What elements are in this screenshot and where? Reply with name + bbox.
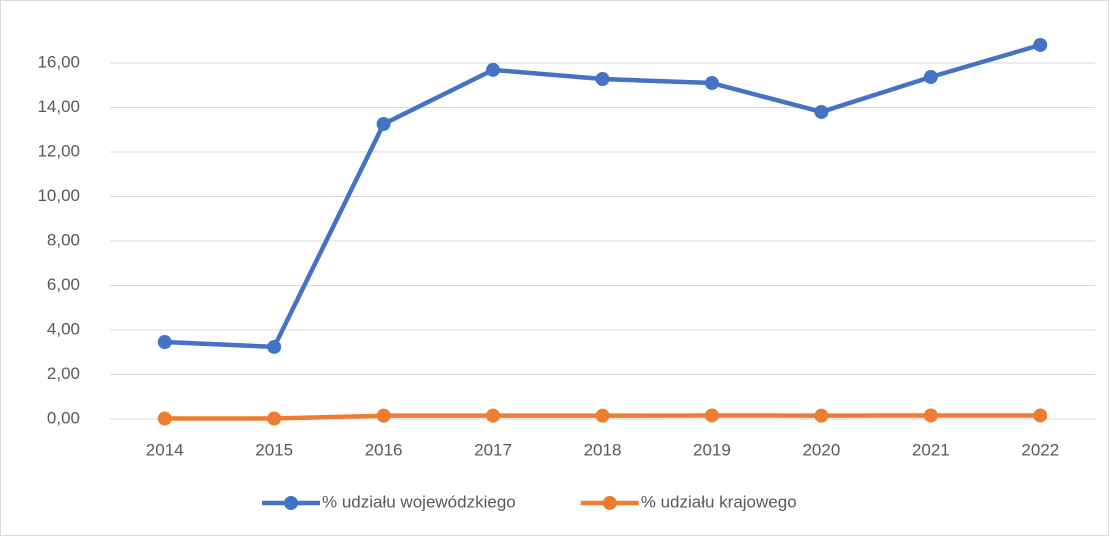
data-point bbox=[704, 408, 719, 423]
legend-label: % udziału wojewódzkiego bbox=[322, 492, 516, 511]
y-tick-label: 14,00 bbox=[37, 97, 80, 116]
x-tick-label: 2020 bbox=[802, 440, 840, 459]
x-tick-label: 2016 bbox=[365, 440, 403, 459]
data-point bbox=[923, 70, 938, 85]
x-tick-label: 2018 bbox=[584, 440, 622, 459]
data-point bbox=[595, 408, 610, 423]
data-point bbox=[376, 408, 391, 423]
data-point bbox=[157, 411, 172, 426]
y-tick-label: 12,00 bbox=[37, 141, 80, 160]
legend-marker bbox=[284, 496, 298, 510]
data-point bbox=[267, 411, 282, 426]
y-tick-label: 16,00 bbox=[37, 52, 80, 71]
x-tick-label: 2014 bbox=[146, 440, 184, 459]
legend-marker bbox=[602, 496, 617, 510]
x-tick-label: 2015 bbox=[255, 440, 293, 459]
data-point bbox=[157, 335, 172, 350]
y-tick-label: 4,00 bbox=[47, 319, 80, 338]
data-point bbox=[814, 408, 829, 423]
data-point bbox=[923, 408, 938, 423]
data-point bbox=[376, 116, 391, 131]
data-point bbox=[267, 339, 282, 354]
data-point bbox=[595, 72, 610, 87]
data-point bbox=[486, 408, 501, 423]
x-tick-label: 2021 bbox=[912, 440, 950, 459]
y-tick-label: 0,00 bbox=[47, 408, 80, 427]
y-tick-label: 10,00 bbox=[37, 186, 80, 205]
data-point bbox=[1033, 37, 1048, 52]
data-point bbox=[1033, 408, 1048, 423]
y-tick-label: 2,00 bbox=[47, 364, 80, 383]
data-point bbox=[486, 62, 501, 77]
x-tick-label: 2017 bbox=[474, 440, 512, 459]
x-tick-label: 2019 bbox=[693, 440, 731, 459]
y-tick-label: 6,00 bbox=[47, 275, 80, 294]
legend-label: % udziału krajowego bbox=[641, 492, 797, 511]
data-point bbox=[814, 104, 829, 119]
data-point bbox=[704, 76, 719, 91]
y-tick-label: 8,00 bbox=[47, 230, 80, 249]
x-tick-label: 2022 bbox=[1021, 440, 1059, 459]
